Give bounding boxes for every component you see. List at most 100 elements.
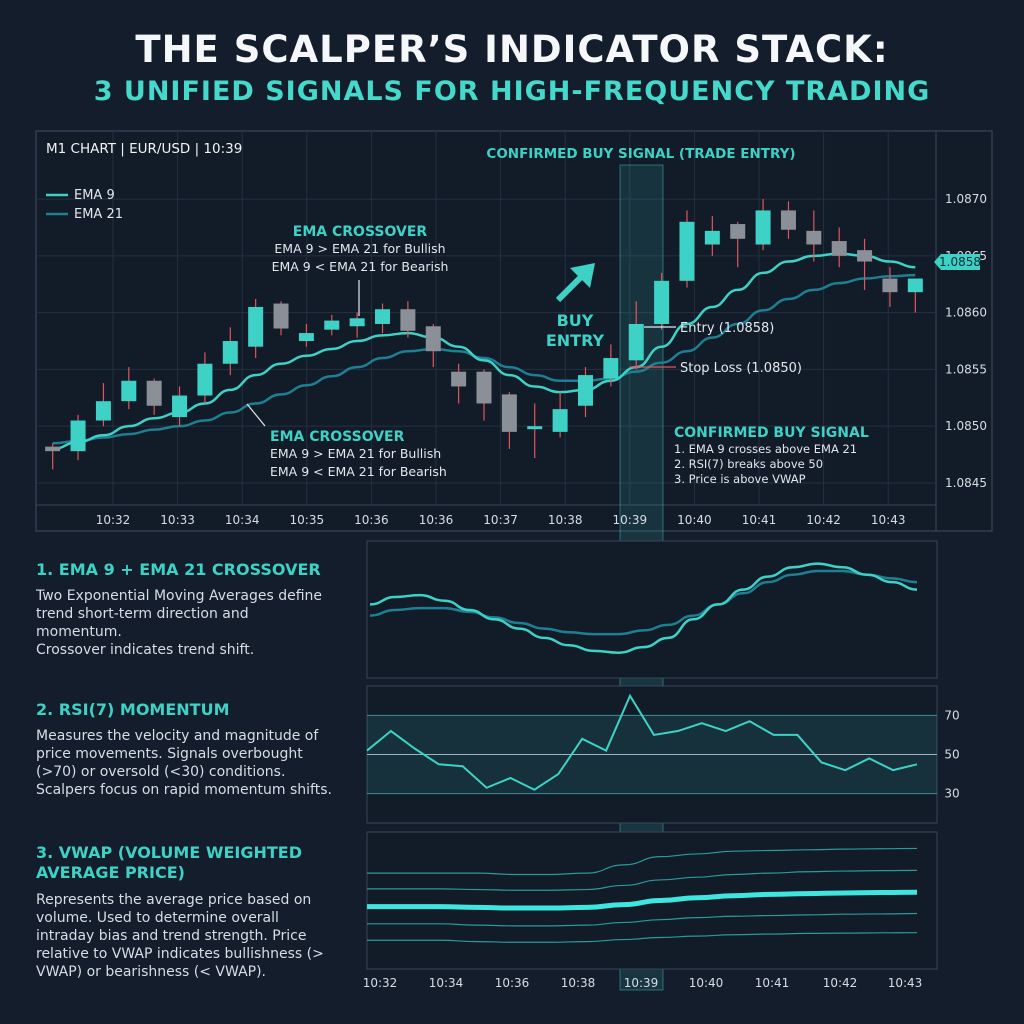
candle-body (730, 224, 746, 239)
main-chart-grid (36, 131, 936, 505)
candle-body (95, 401, 111, 421)
candle-body (577, 375, 593, 406)
ema-panel-lines (369, 562, 918, 654)
time-tick-label: 10:40 (677, 513, 712, 527)
candle-body (121, 380, 137, 402)
vwap-band-line (367, 932, 918, 943)
page-subtitle: 3 UNIFIED SIGNALS FOR HIGH-FREQUENCY TRA… (93, 76, 931, 107)
rsi-panel-content: 70 50 30 (366, 693, 960, 801)
vwap-time-tick-label: 10:43 (888, 976, 923, 990)
section-body-ema: Two Exponential Moving Averages define t… (36, 588, 323, 658)
time-axis-ticks: 10:32 10:33 10:34 10:35 10:36 10:36 10:37 10:38… (96, 513, 906, 527)
time-tick-label: 10:32 (96, 513, 131, 527)
candle-body (806, 230, 822, 245)
candle-body (197, 363, 213, 396)
candle-body (45, 446, 61, 452)
section-heading-rsi: 2. RSI(7) MOMENTUM (36, 700, 230, 719)
candle-body (70, 420, 86, 452)
ema21-line (52, 273, 916, 445)
time-tick-label: 10:43 (871, 513, 906, 527)
candle-body (222, 341, 238, 364)
candle-body (349, 318, 365, 327)
current-price-tag: 1.0858 (934, 254, 981, 270)
stop-loss-label: Stop Loss (1.0850) (680, 361, 802, 376)
confirmed-box-line-3: 3. Price is above VWAP (674, 472, 806, 486)
section-heading-ema: 1. EMA 9 + EMA 21 CROSSOVER (36, 560, 321, 579)
candle-body (552, 409, 568, 432)
annotation-top-title: EMA CROSSOVER (293, 224, 428, 240)
confirmed-buy-signal-box: CONFIRMED BUY SIGNAL 1. EMA 9 crosses ab… (674, 425, 869, 486)
vwap-band-line (366, 847, 918, 876)
vwap-band-line (366, 869, 918, 891)
candle-body (603, 358, 619, 379)
vwap-time-tick-label: 10:32 (363, 976, 398, 990)
time-tick-label: 10:33 (160, 513, 195, 527)
ema-panel-ema9-line (369, 562, 918, 654)
vwap-time-tick-label: 10:38 (561, 976, 596, 990)
price-tick-label: 1.0870 (945, 192, 987, 206)
rsi-level-label: 70 (944, 708, 959, 722)
annotation-bottom-line-2: EMA 9 < EMA 21 for Bearish (270, 464, 447, 479)
candle-body (907, 278, 923, 293)
candle-body (172, 395, 188, 418)
section-body-rsi: Measures the velocity and magnitude of p… (36, 728, 332, 798)
buy-arrow-icon (570, 263, 595, 288)
confirmed-box-title: CONFIRMED BUY SIGNAL (674, 425, 869, 441)
vwap-time-tick-label: 10:41 (755, 976, 790, 990)
candle-body (451, 371, 467, 387)
main-chart-frame (35, 130, 993, 532)
time-tick-label: 10:39 (613, 513, 648, 527)
vwap-time-tick-label: 10:36 (495, 976, 530, 990)
time-tick-label: 10:36 (354, 513, 389, 527)
confirmed-box-line-1: 1. EMA 9 crosses above EMA 21 (674, 442, 857, 456)
vwap-time-axis-ticks: 10:32 10:34 10:36 10:38 10:39 10:40 10:41 10:42… (363, 976, 923, 990)
candle-body (273, 303, 289, 329)
main-chart-legend: EMA 9 EMA 21 (46, 188, 123, 222)
candle-body (248, 306, 264, 347)
candlestick-series (45, 199, 923, 470)
price-tag-value: 1.0858 (939, 255, 981, 269)
ema9-line (52, 252, 916, 451)
time-tick-label: 10:38 (548, 513, 583, 527)
price-tick-label: 1.0855 (945, 362, 987, 376)
candle-body (476, 371, 492, 404)
annotation-bottom-leader (246, 403, 266, 427)
time-tick-label: 10:41 (742, 513, 777, 527)
entry-label: Entry (1.0858) (680, 321, 774, 336)
candle-body (527, 426, 543, 430)
candle-body (704, 230, 720, 245)
vwap-time-tick-label: 10:42 (823, 976, 858, 990)
vwap-band-line (366, 912, 918, 927)
rsi-line (366, 693, 918, 791)
vwap-line (366, 889, 918, 911)
candle-body (831, 241, 847, 256)
candle-body (146, 380, 162, 406)
rsi-level-label: 50 (944, 748, 959, 762)
ema-lines (52, 252, 916, 451)
price-tag-shape (934, 254, 980, 270)
time-tick-label: 10:34 (225, 513, 260, 527)
candle-body (324, 320, 340, 330)
time-tick-label: 10:36 (419, 513, 454, 527)
signal-column-label: CONFIRMED BUY SIGNAL (TRADE ENTRY) (486, 146, 795, 162)
vwap-time-tick-label: 10:39 (624, 976, 659, 990)
candle-body (780, 210, 796, 230)
price-tick-label: 1.0845 (945, 476, 987, 490)
time-tick-label: 10:42 (806, 513, 841, 527)
vwap-panel-content (366, 847, 918, 943)
annotation-top-line-2: EMA 9 < EMA 21 for Bearish (272, 259, 449, 274)
buy-entry-label-2: ENTRY (546, 331, 605, 350)
candle-body (298, 333, 314, 342)
legend-label-ema9: EMA 9 (74, 188, 115, 203)
section-heading-vwap: 3. VWAP (VOLUME WEIGHTED AVERAGE PRICE) (36, 843, 303, 882)
legend-label-ema21: EMA 21 (74, 207, 123, 222)
annotation-bottom-title: EMA CROSSOVER (270, 429, 405, 445)
candle-body (755, 210, 771, 245)
candle-body (400, 309, 416, 331)
annotation-bottom-line-1: EMA 9 > EMA 21 for Bullish (270, 446, 441, 461)
candle-body (425, 326, 441, 352)
buy-entry-marker: BUY ENTRY (546, 263, 605, 350)
candle-body (882, 278, 898, 293)
